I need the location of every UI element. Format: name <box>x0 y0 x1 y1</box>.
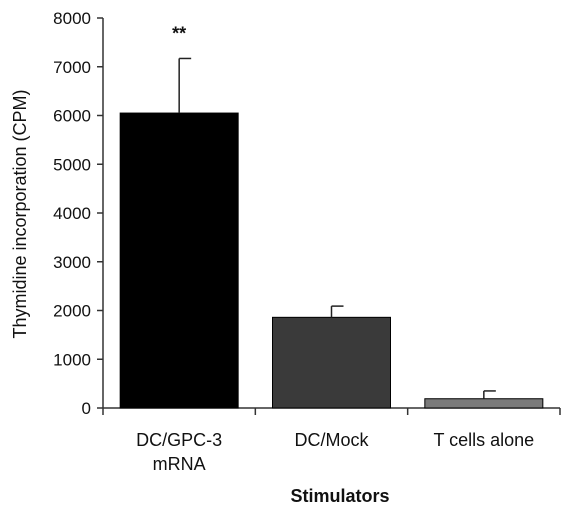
x-tick-label: DC/GPC-3 <box>136 430 222 450</box>
annotations: ** <box>172 23 186 43</box>
bar <box>272 316 391 409</box>
y-tick-label: 2000 <box>53 302 91 321</box>
y-tick-label: 6000 <box>53 107 91 126</box>
y-tick-label: 0 <box>82 399 91 418</box>
y-tick-label: 3000 <box>53 253 91 272</box>
x-tick-label: T cells alone <box>433 430 534 450</box>
x-axis <box>102 407 561 415</box>
y-tick-label: 5000 <box>53 155 91 174</box>
bar <box>119 112 239 409</box>
significance-annotation: ** <box>172 23 186 43</box>
y-axis: 0 1000 2000 3000 4000 5000 6000 7000 8000 <box>53 9 104 418</box>
x-tick-label: mRNA <box>153 454 206 474</box>
y-tick-label: 7000 <box>53 58 91 77</box>
category-labels: DC/GPC-3 mRNA DC/Mock T cells alone <box>136 430 534 474</box>
error-bars <box>178 57 496 399</box>
y-tick-label: 8000 <box>53 9 91 28</box>
bar <box>424 398 544 409</box>
y-axis-title: Thymidine incorporation (CPM) <box>10 89 30 338</box>
bars <box>119 112 544 409</box>
y-tick-label: 4000 <box>53 204 91 223</box>
x-tick-label: DC/Mock <box>294 430 369 450</box>
y-tick-label: 1000 <box>53 350 91 369</box>
x-axis-title: Stimulators <box>290 486 389 506</box>
